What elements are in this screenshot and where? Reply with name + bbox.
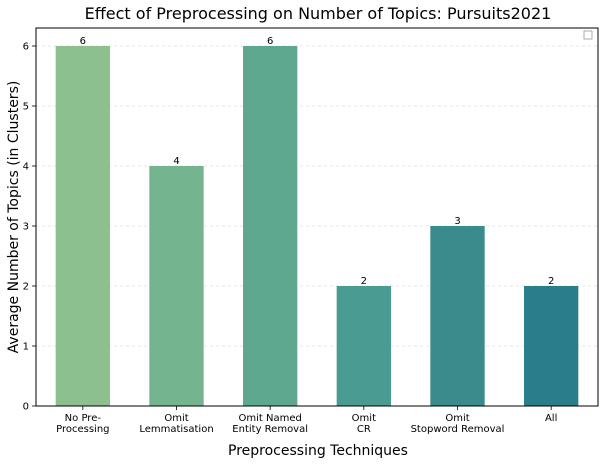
bar-value-label: 2 bbox=[548, 276, 554, 287]
y-tick-label: 5 bbox=[23, 102, 29, 113]
bar-value-labels: 6 4 6 2 3 2 bbox=[80, 36, 555, 287]
y-tick-label: 2 bbox=[23, 282, 29, 293]
legend-box bbox=[583, 30, 593, 40]
y-tick-label: 3 bbox=[23, 222, 29, 233]
y-tick-label: 6 bbox=[23, 42, 29, 53]
bar-value-label: 3 bbox=[454, 216, 460, 227]
x-tick-label: Omit Named bbox=[238, 413, 301, 424]
y-tick-label: 4 bbox=[23, 162, 29, 173]
x-tick-label: Processing bbox=[56, 424, 109, 435]
x-tick-label: Lemmatisation bbox=[139, 424, 213, 435]
bar bbox=[430, 226, 485, 406]
x-axis-label: Preprocessing Techniques bbox=[228, 443, 408, 459]
bar-value-label: 6 bbox=[267, 36, 273, 47]
bar bbox=[149, 166, 204, 406]
x-tick-label: Entity Removal bbox=[232, 424, 308, 435]
bars bbox=[55, 46, 579, 406]
bar bbox=[243, 46, 298, 406]
bar-value-label: 2 bbox=[361, 276, 367, 287]
x-tick-label: Omit bbox=[352, 413, 376, 424]
x-tick-label: No Pre- bbox=[65, 413, 102, 424]
y-tick-label: 0 bbox=[23, 402, 29, 413]
x-tick-label: Omit bbox=[445, 413, 469, 424]
plot-frame bbox=[35, 27, 599, 407]
y-axis-ticks: 0 1 2 3 4 5 6 bbox=[23, 42, 36, 413]
bar-value-label: 6 bbox=[80, 36, 86, 47]
grid-lines bbox=[36, 45, 598, 347]
y-axis-label: Average Number of Topics (in Clusters) bbox=[6, 81, 22, 354]
bar-value-label: 4 bbox=[173, 156, 179, 167]
bar bbox=[55, 46, 110, 406]
x-tick-label: Stopword Removal bbox=[411, 424, 505, 435]
bar bbox=[524, 286, 579, 406]
y-tick-label: 1 bbox=[23, 342, 29, 353]
bar bbox=[336, 286, 391, 406]
x-tick-label: CR bbox=[357, 424, 371, 435]
x-tick-label: All bbox=[545, 413, 557, 424]
chart-title: Effect of Preprocessing on Number of Top… bbox=[85, 4, 552, 23]
x-tick-label: Omit bbox=[164, 413, 188, 424]
